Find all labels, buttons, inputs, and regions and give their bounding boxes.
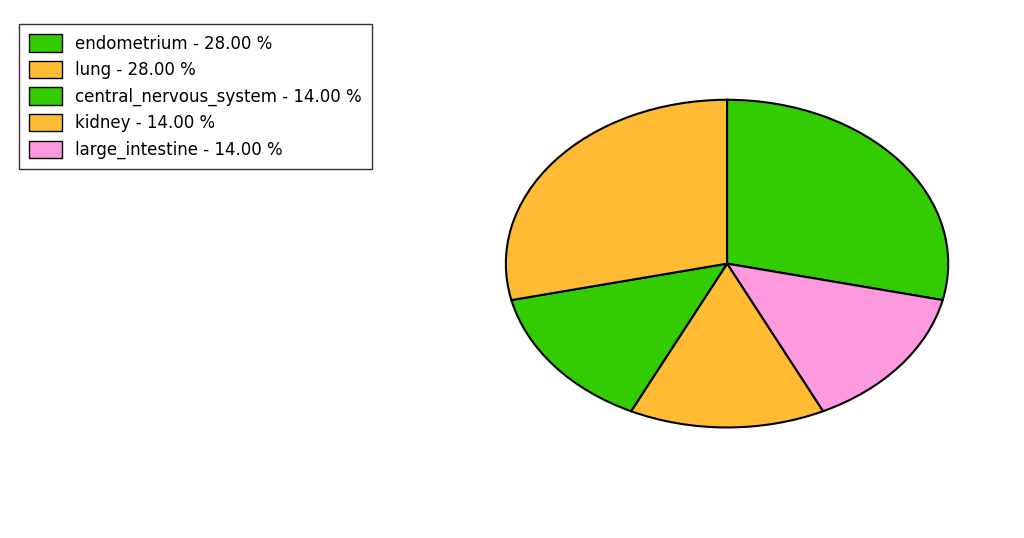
Wedge shape (506, 100, 727, 300)
Wedge shape (727, 100, 948, 300)
Wedge shape (727, 264, 943, 411)
Legend: endometrium - 28.00 %, lung - 28.00 %, central_nervous_system - 14.00 %, kidney : endometrium - 28.00 %, lung - 28.00 %, c… (18, 24, 372, 169)
Wedge shape (511, 264, 727, 411)
Wedge shape (631, 264, 823, 428)
